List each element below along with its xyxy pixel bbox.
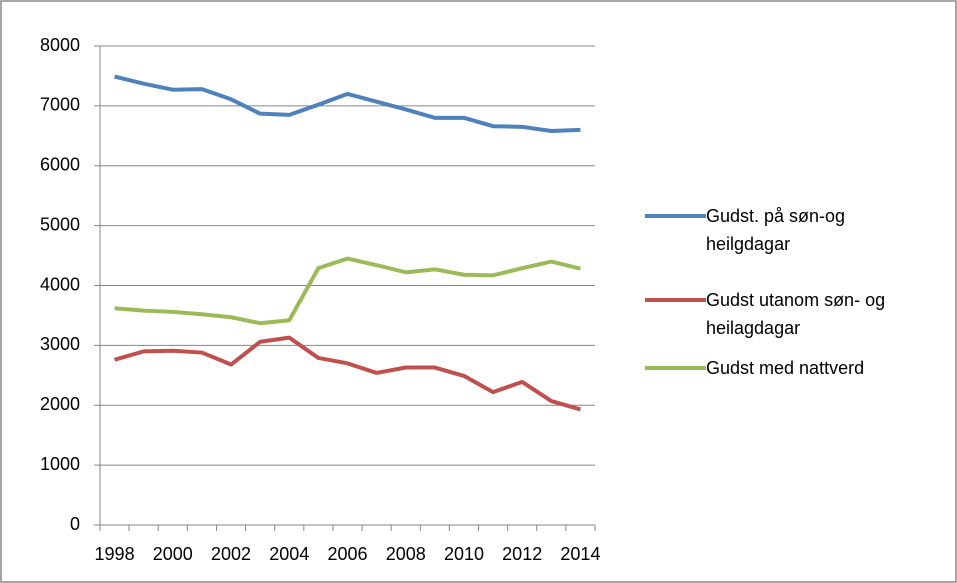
- x-tick-label: 1998: [95, 544, 135, 564]
- legend-label: Gudst utanom søn- og heilagdagar: [706, 290, 886, 338]
- y-tick-label: 4000: [40, 274, 80, 294]
- y-tick-label: 1000: [40, 454, 80, 474]
- line-series: [114, 256, 581, 326]
- y-tick-label: 3000: [40, 334, 80, 354]
- x-tick-label: 2012: [502, 544, 542, 564]
- x-tick-label: 2014: [560, 544, 600, 564]
- y-tick-label: 7000: [40, 95, 80, 115]
- y-tick-label: 2000: [40, 394, 80, 414]
- y-tick-label: 8000: [40, 35, 80, 55]
- y-tick-label: 6000: [40, 155, 80, 175]
- y-tick-label: 5000: [40, 214, 80, 234]
- x-tick-label: 2004: [269, 544, 309, 564]
- x-tick-label: 2002: [211, 544, 251, 564]
- x-tick-label: 2008: [386, 544, 426, 564]
- line-series: [114, 335, 581, 412]
- x-tick-label: 2006: [327, 544, 367, 564]
- x-tick-label: 2000: [153, 544, 193, 564]
- line-series: [114, 74, 581, 134]
- legend-label: Gudst med nattverd: [706, 358, 865, 378]
- y-tick-label: 0: [70, 514, 80, 534]
- x-tick-label: 2010: [444, 544, 484, 564]
- legend-label: Gudst. på søn-og heilgdagar: [706, 206, 846, 254]
